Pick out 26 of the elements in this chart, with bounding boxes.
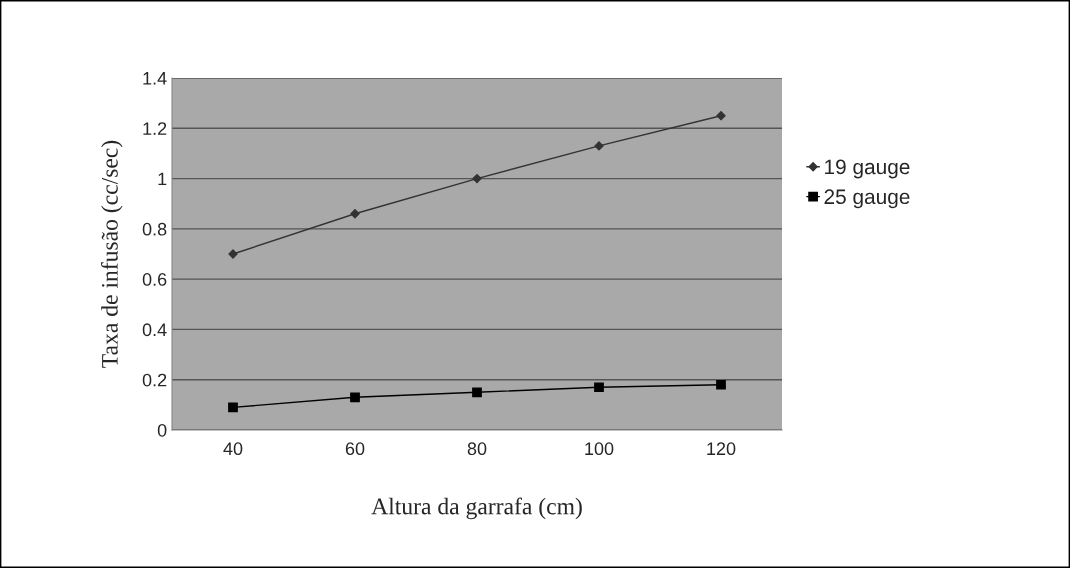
y-tick-label: 0.4	[142, 323, 167, 337]
legend-label: 19 gauge	[825, 159, 910, 179]
y-tick-label: 0.6	[142, 273, 167, 286]
x-tick-label: 100	[585, 442, 614, 456]
legend-label: 25 gauge	[824, 189, 910, 209]
x-tick-label: 120	[707, 442, 736, 456]
y-axis-title: Taxa de infusão (cc/sec)	[100, 140, 123, 368]
point	[350, 392, 360, 403]
x-axis-title: Altura da garrafa (cm)	[371, 497, 582, 520]
point	[228, 402, 238, 413]
x-tick-label: 40	[223, 442, 243, 456]
y-tick-label: 0.2	[142, 373, 167, 387]
y-tick-label: 1.4	[143, 72, 167, 85]
x-tick-label: 80	[467, 442, 487, 456]
y-tick-label: 1.2	[143, 122, 167, 135]
point	[472, 173, 482, 184]
point	[716, 379, 726, 390]
point	[594, 382, 604, 393]
x-tick-label: 60	[345, 442, 365, 456]
y-tick-label: 0	[157, 423, 167, 437]
y-tick-label: 1	[158, 172, 167, 186]
point	[472, 387, 482, 398]
point	[350, 209, 360, 219]
point	[594, 141, 604, 151]
point	[716, 111, 726, 121]
y-tick-label: 0.8	[142, 222, 167, 236]
